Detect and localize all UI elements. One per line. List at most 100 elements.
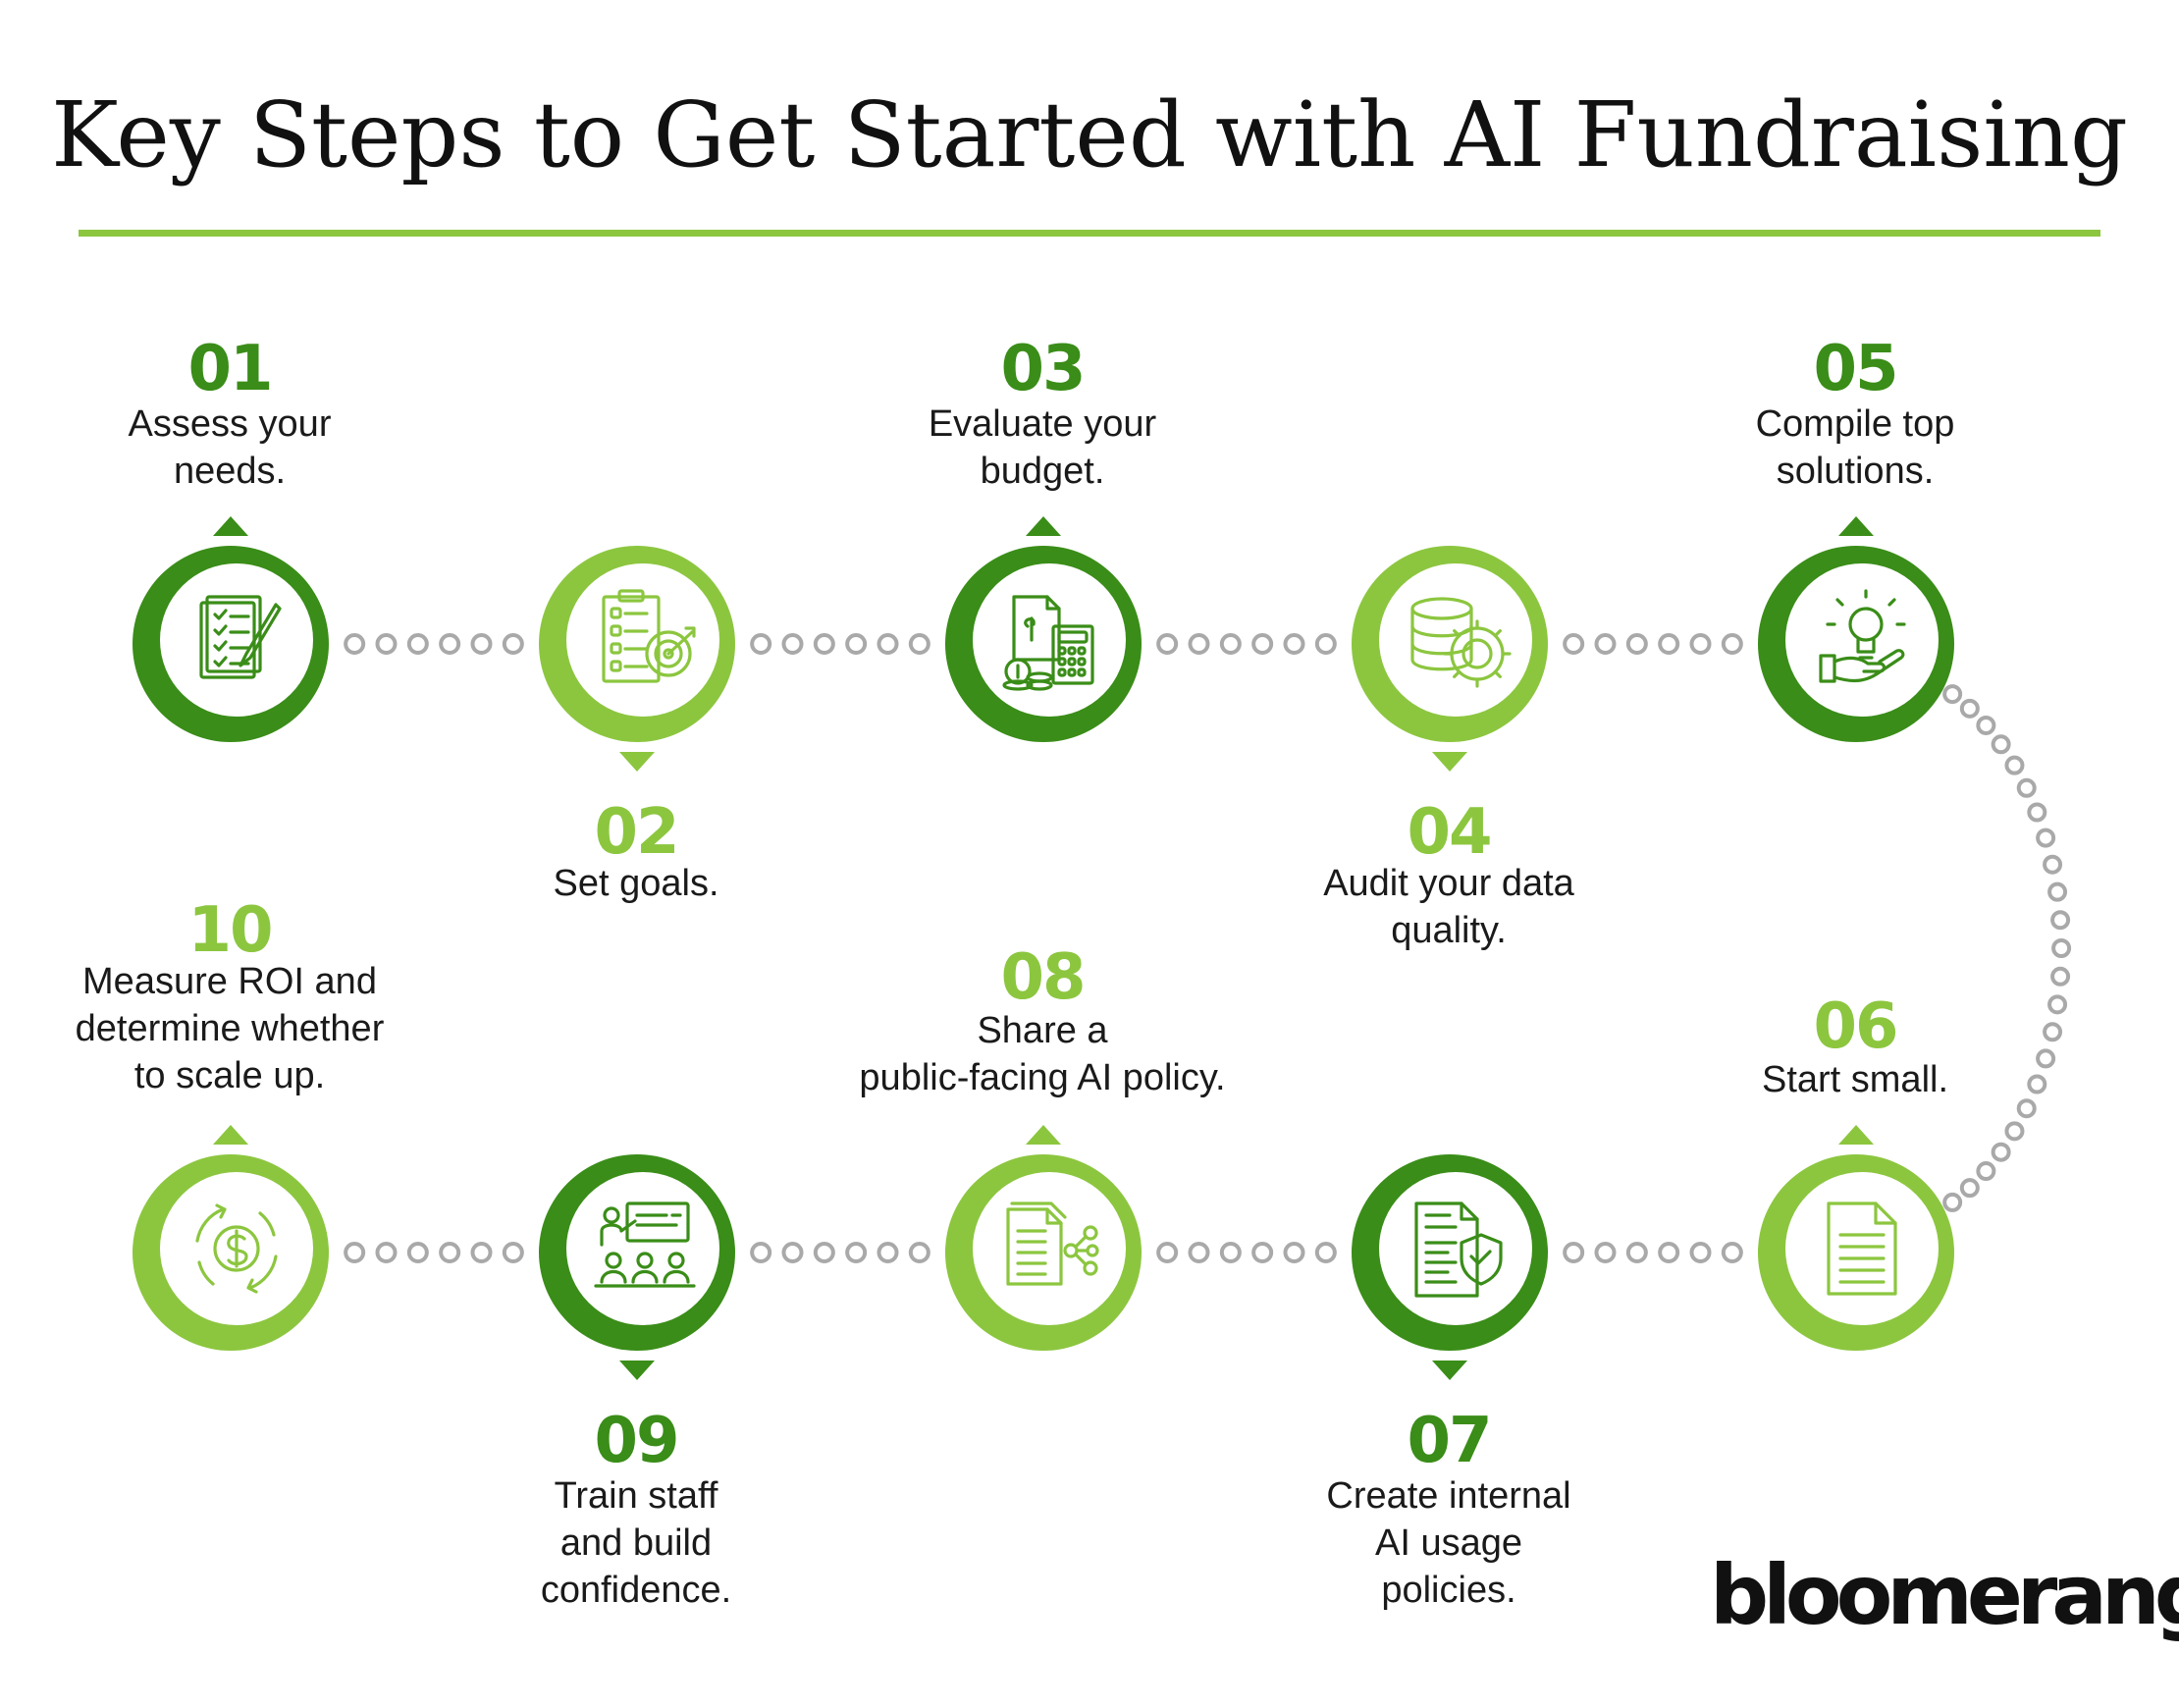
node-center [566,563,719,717]
connector-dot [1689,633,1712,655]
connector-dot [406,633,429,655]
step-node-06 [1758,1125,1954,1351]
node-center [1379,1172,1532,1325]
connector-dot [2050,910,2071,931]
step-number-01: 01 [187,333,273,405]
connector-dot [439,1242,461,1263]
connector-dot [877,633,899,655]
checklist-pen-icon [199,595,282,679]
connector-dot [1658,1242,1680,1263]
connector-dot [2051,938,2072,958]
dollar-cycle-icon [195,1203,278,1294]
connector-dot [1991,734,2011,755]
step-text-06: Start small. [1761,1059,1949,1100]
connector-dot [1658,633,1680,655]
step-node-09 [539,1154,735,1380]
connector-dot [1689,1242,1712,1263]
lightbulb-hand-icon [1819,589,1906,683]
step-number-05: 05 [1813,333,1898,405]
direction-arrow [213,1125,248,1145]
connector-dot [1959,698,1980,719]
connector-dot [344,1242,366,1263]
node-center [973,563,1126,717]
step-node-10 [133,1125,329,1351]
connector-dot [2027,1074,2047,1094]
connector-dot [1976,1161,1996,1182]
connector-dot [2047,994,2068,1015]
connector-dot [1283,1242,1305,1263]
connector-dot [375,1242,398,1263]
database-gear-icon [1410,597,1512,688]
connector-dot [1563,633,1585,655]
connector-dot [2004,755,2025,775]
connector-dot [1721,633,1743,655]
connector-dot [813,633,835,655]
step-text-04: Audit your data quality. [1323,863,1574,951]
document-icon [1827,1201,1897,1296]
direction-arrow [619,1361,655,1380]
step-number-06: 06 [1813,990,1898,1063]
step-nodes [133,516,1954,1380]
connector-dot [1283,633,1305,655]
connector-dot [750,633,772,655]
step-node-01 [133,516,329,742]
direction-arrow [1026,1125,1061,1145]
step-text-03: Evaluate your budget. [928,403,1157,492]
connector-dot [2050,966,2071,987]
connector-dot [1976,715,1996,735]
step-number-09: 09 [594,1405,679,1477]
connector-dot [2043,1022,2063,1042]
connector-dot [2036,1048,2056,1069]
connector-dot [470,1242,493,1263]
step-node-02 [539,546,735,772]
target-clipboard-icon [602,589,696,683]
step-node-08 [945,1125,1142,1351]
connector-dot [781,1242,804,1263]
node-center [973,1172,1126,1325]
node-center [1785,1172,1939,1325]
connector-dot [1942,684,1963,705]
title-divider [79,230,2100,237]
connector-dot [502,1242,524,1263]
connector-dot [1219,633,1242,655]
connector-dot [1594,633,1617,655]
connector-dot [1942,1192,1963,1212]
step-text-02: Set goals. [553,863,719,904]
connector-dot [470,633,493,655]
policy-shield-icon [1414,1201,1503,1298]
step-number-03: 03 [1000,333,1086,405]
direction-arrow [619,752,655,772]
connector-dot [1594,1242,1617,1263]
connector-dot [439,633,461,655]
connector-dot [406,1242,429,1263]
connector-dot [813,1242,835,1263]
connector-dot [1721,1242,1743,1263]
connector-dot [1625,633,1648,655]
connector-dot [2004,1121,2025,1142]
step-node-04 [1352,546,1548,772]
budget-calculator-icon [1002,595,1094,691]
connector-dot [2043,854,2063,875]
connector-dot [1563,1242,1585,1263]
step-node-03 [945,516,1142,742]
connector-dot [908,633,930,655]
direction-arrow [1026,516,1061,536]
direction-arrow [1432,1361,1467,1380]
step-text-10: Measure ROI and determine whether to sca… [75,961,385,1096]
step-text-09: Train staff and build confidence. [540,1475,732,1611]
step-number-07: 07 [1407,1405,1492,1477]
connector-dot [845,633,868,655]
direction-arrow [213,516,248,536]
direction-arrow [1838,516,1874,536]
connector-dot [1991,1142,2011,1162]
connector-dot [1959,1178,1980,1199]
training-presentation-icon [594,1201,696,1288]
connector-dot [908,1242,930,1263]
connector-dot [877,1242,899,1263]
node-center [566,1172,719,1325]
dotted-connectors [344,633,2072,1263]
brand-logo: bloomerang [1710,1547,2179,1643]
connector-dot [2047,881,2068,902]
